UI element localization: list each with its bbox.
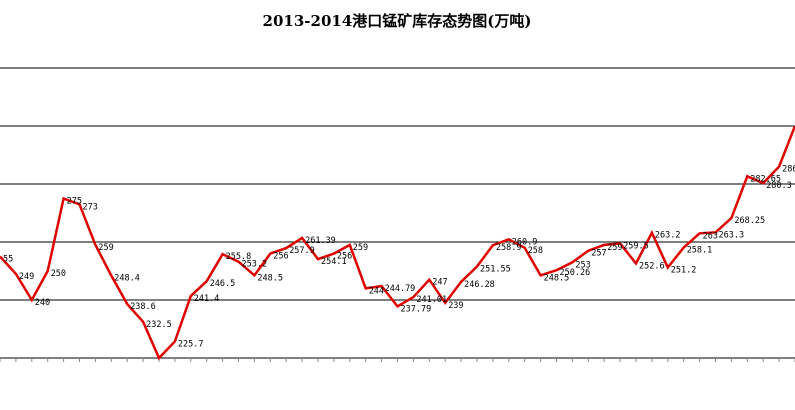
data-label: 263.2 [655,231,681,241]
data-label: 251.2 [671,266,697,276]
data-label: 259 [353,243,368,253]
data-label: 261.39 [305,236,336,246]
data-label: 250.26 [560,268,591,278]
data-label: 249 [19,272,34,282]
data-label: 247 [432,278,447,288]
data-label: 253.2 [242,260,268,270]
data-label: 256 [337,252,352,262]
data-label: 255.8 [226,252,252,262]
data-label: 241.01 [416,295,447,305]
data-label: 259 [607,243,622,253]
data-label: 273 [83,202,98,212]
data-label: 225.7 [178,339,204,349]
data-label: 258.1 [687,246,713,256]
data-label: 238.6 [130,302,156,312]
data-label: 254.1 [321,257,347,267]
chart-title: 2013-2014港口锰矿库存态势图(万吨) [263,12,532,30]
data-label: 259 [98,243,113,253]
data-label: 248.4 [114,274,140,284]
data-label: 253 [575,260,590,270]
data-label: 55 [3,255,13,265]
data-label: 275 [67,197,82,207]
data-label: 239 [448,301,463,311]
data-label: 263 [703,231,718,241]
data-label: 237.79 [401,304,432,314]
data-label: 256 [273,252,288,262]
data-label: 282.65 [750,174,781,184]
data-label: 246.28 [464,280,495,290]
data-label: 250 [51,269,66,279]
data-label: 241.4 [194,294,220,304]
data-label: 286 [782,165,795,175]
data-label: 263.3 [719,230,745,240]
data-label: 259.5 [623,241,649,251]
data-label: 268.25 [734,216,765,226]
data-label: 258 [528,246,543,256]
data-label: 244.79 [385,284,416,294]
data-label: 251.55 [480,265,511,275]
data-label: 257.9 [289,246,315,256]
data-label: 257 [591,249,606,259]
line [0,125,795,361]
data-label: 240 [35,298,50,308]
data-label: 244 [369,286,384,296]
data-label: 246.5 [210,279,236,289]
data-label: 232.5 [146,320,172,330]
data-label: 248.5 [544,273,570,283]
data-label: 260.9 [512,237,538,247]
data-label: 280.3 [766,181,792,191]
data-label: 252.6 [639,261,665,271]
data-label: 248.5 [257,273,283,283]
data-label: 258.9 [496,243,522,253]
